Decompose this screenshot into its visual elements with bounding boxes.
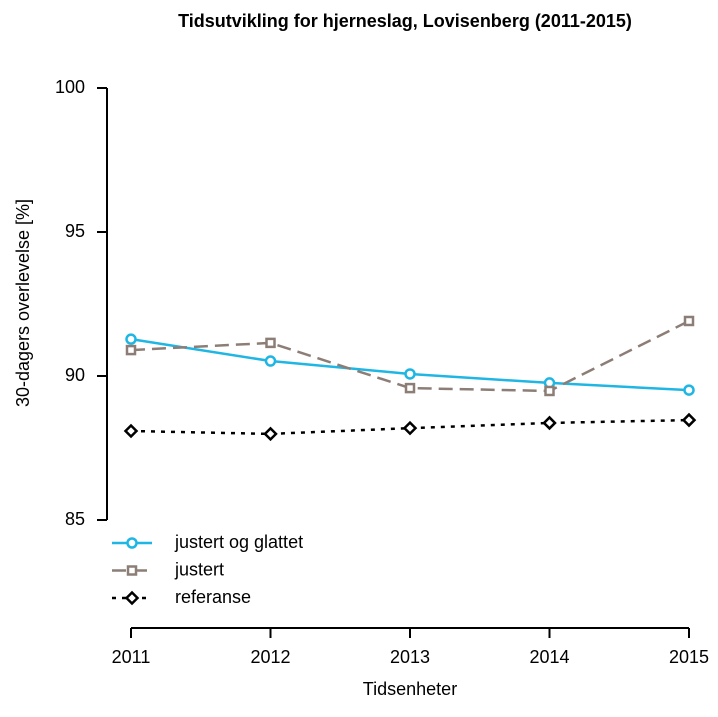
series-line [130, 337, 690, 392]
series-line [130, 319, 690, 393]
y-tick-label: 100 [55, 77, 85, 97]
data-point [265, 337, 276, 349]
legend-marker [126, 537, 138, 549]
series-line [130, 418, 690, 436]
data-point [404, 382, 416, 394]
data-point [264, 355, 277, 367]
x-tick-label: 2013 [390, 647, 430, 667]
legend-marker [124, 590, 140, 606]
y-tick-label: 95 [65, 221, 85, 241]
x-tick-label: 2015 [669, 647, 709, 667]
data-point [263, 426, 278, 442]
data-point [542, 415, 557, 431]
data-point [123, 423, 139, 439]
y-tick-label: 90 [65, 365, 85, 385]
x-tick-label: 2012 [250, 647, 290, 667]
legend-label: justert og glattet [174, 532, 303, 552]
x-axis-label: Tidsenheter [363, 679, 457, 699]
data-point [125, 344, 137, 356]
data-point [683, 315, 695, 327]
y-tick-label: 85 [65, 509, 85, 529]
data-point [544, 385, 555, 397]
data-point [402, 420, 418, 436]
x-tick-label: 2011 [112, 647, 151, 667]
x-tick-label: 2014 [529, 647, 569, 667]
legend-label: justert [174, 559, 224, 579]
data-point [683, 384, 695, 396]
data-point [125, 333, 137, 345]
data-point [404, 368, 416, 380]
data-point [681, 412, 697, 428]
y-axis-label: 30-dagers overlevelse [%] [13, 199, 33, 407]
legend-label: referanse [175, 587, 251, 607]
legend-marker [126, 565, 138, 576]
chart-title: Tidsutvikling for hjerneslag, Lovisenber… [178, 11, 632, 31]
